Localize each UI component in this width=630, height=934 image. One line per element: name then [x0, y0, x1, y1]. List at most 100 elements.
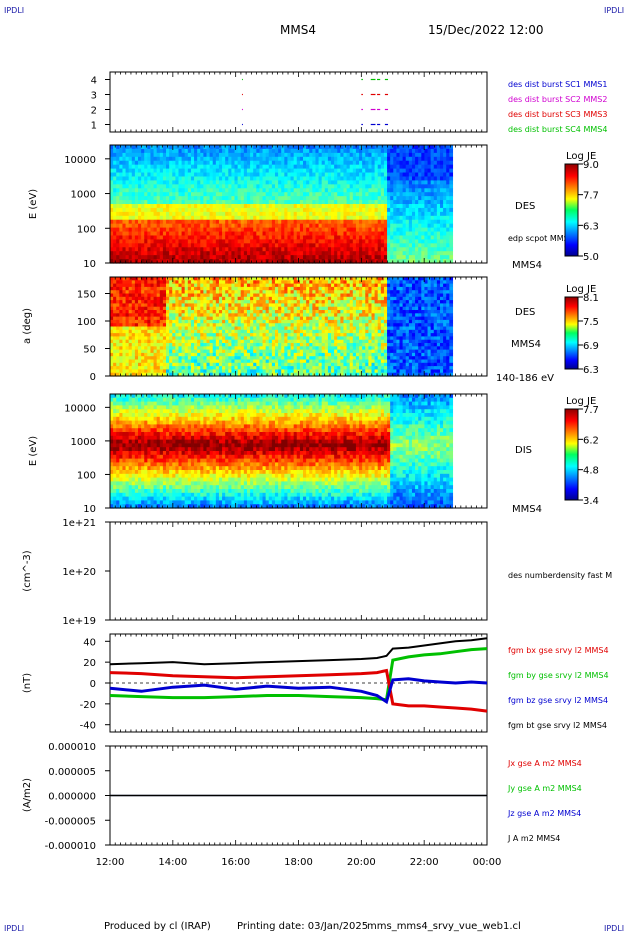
heatmap-cell [253, 160, 257, 166]
heatmap-cell [141, 180, 145, 185]
heatmap-cell [271, 172, 276, 178]
burst-legend-entry: des dist burst SC1 MMS1 [508, 80, 607, 89]
heatmap-cell [278, 231, 282, 237]
heatmap-cell [116, 227, 120, 233]
heatmap-cell [343, 231, 348, 237]
heatmap-cell [315, 184, 320, 189]
heatmap-cell [228, 184, 233, 189]
heatmap-cell [187, 200, 192, 205]
heatmap-cell [215, 172, 220, 178]
heatmap-cell [190, 239, 195, 244]
heatmap-cell [231, 160, 236, 166]
heatmap-cell [318, 196, 323, 201]
heatmap-cell [234, 215, 239, 221]
heatmap-cell [187, 152, 192, 158]
heatmap-cell [218, 145, 223, 150]
heatmap-cell [331, 231, 335, 237]
heatmap-cell [231, 243, 236, 248]
heatmap-cell [166, 192, 170, 197]
heatmap-cell [172, 184, 176, 189]
heatmap-cell [324, 172, 329, 178]
heatmap-cell [237, 255, 242, 260]
heatmap-cell [225, 152, 229, 158]
heatmap-cell [299, 211, 304, 217]
heatmap-cell [184, 207, 189, 213]
heatmap-cell [449, 243, 454, 248]
heatmap-cell [299, 156, 304, 162]
heatmap-cell [334, 235, 338, 240]
heatmap-cell [315, 192, 320, 197]
heatmap-cell [144, 247, 148, 252]
heatmap-cell [259, 172, 264, 178]
heatmap-cell [116, 259, 120, 264]
heatmap-cell [299, 243, 304, 248]
heatmap-cell [318, 227, 323, 233]
heatmap-cell [209, 235, 214, 240]
heatmap-cell [172, 255, 176, 260]
heatmap-cell [218, 243, 223, 248]
heatmap-cell [293, 204, 298, 209]
heatmap-cell [187, 196, 192, 201]
heatmap-cell [290, 259, 295, 264]
heatmap-cell [343, 243, 348, 248]
heatmap-cell [309, 188, 313, 193]
heatmap-cell [215, 164, 220, 170]
heatmap-cell [209, 152, 214, 158]
heatmap-cell [287, 164, 292, 170]
heatmap-cell [150, 164, 155, 170]
heatmap-cell [340, 196, 345, 201]
heatmap-cell [178, 247, 183, 252]
heatmap-cell [200, 200, 204, 205]
heatmap-cell [327, 247, 332, 252]
heatmap-cell [184, 160, 189, 166]
heatmap-cell [215, 196, 220, 201]
heatmap-cell [190, 255, 195, 260]
heatmap-cell [156, 251, 161, 256]
heatmap-cell [184, 251, 189, 256]
heatmap-cell [113, 235, 117, 240]
heatmap-cell [159, 207, 164, 213]
heatmap-cell [296, 176, 301, 181]
heatmap-cell [234, 255, 239, 260]
heatmap-cell [122, 196, 127, 201]
heatmap-cell [284, 176, 289, 181]
heatmap-cell [306, 207, 310, 213]
heatmap-cell [178, 204, 183, 209]
heatmap-cell [156, 192, 161, 197]
heatmap-cell [256, 207, 261, 213]
heatmap-cell [250, 231, 254, 237]
heatmap-cell [346, 223, 351, 229]
ytick-label: 10000 [64, 155, 96, 166]
heatmap-cell [218, 188, 223, 193]
heatmap-cell [246, 251, 251, 256]
heatmap-cell [184, 255, 189, 260]
heatmap-cell [128, 184, 133, 189]
heatmap-cell [144, 227, 148, 233]
heatmap-cell [203, 160, 208, 166]
heatmap-cell [324, 192, 329, 197]
heatmap-cell [218, 215, 223, 221]
heatmap-cell [318, 235, 323, 240]
heatmap-cell [153, 231, 158, 237]
heatmap-cell [253, 168, 257, 174]
heatmap-cell [228, 235, 233, 240]
heatmap-cell [113, 255, 117, 260]
heatmap-cell [181, 200, 186, 205]
heatmap-cell [352, 227, 357, 233]
heatmap-cell [206, 204, 211, 209]
heatmap-cell [141, 231, 145, 237]
heatmap-cell [234, 200, 239, 205]
heatmap-cell [327, 160, 332, 166]
heatmap-cell [253, 145, 257, 150]
heatmap-cell [134, 235, 139, 240]
heatmap-cell [346, 168, 351, 174]
heatmap-cell [243, 168, 248, 174]
colorbar-gradient [564, 163, 579, 257]
heatmap-cell [187, 172, 192, 178]
heatmap-cell [116, 176, 120, 181]
heatmap-cell [144, 251, 148, 256]
heatmap-cell [243, 156, 248, 162]
heatmap-cell [212, 172, 217, 178]
heatmap-cell [134, 223, 139, 229]
heatmap-cell [187, 184, 192, 189]
